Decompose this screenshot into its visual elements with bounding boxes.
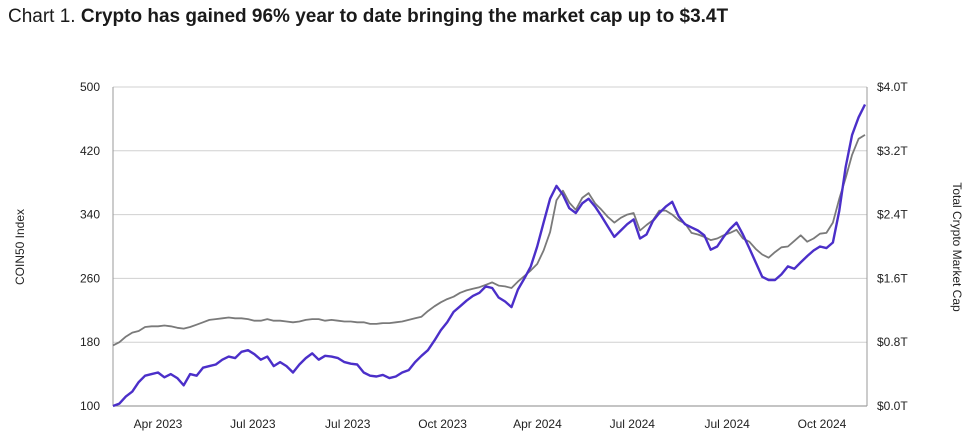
chart-title-prefix: Chart 1. (8, 6, 76, 27)
gridlines (112, 86, 868, 407)
x-tick-label: Jul 2024 (704, 417, 750, 431)
left-tick-label: 340 (80, 208, 100, 222)
left-axis-title: COIN50 Index (13, 209, 27, 285)
market-cap-line (112, 134, 866, 347)
chart-headline: Crypto has gained 96% year to date bring… (80, 6, 729, 27)
x-tick-label: Jul 2023 (230, 417, 276, 431)
right-tick-label: $4.0T (877, 80, 908, 94)
x-tick-label: Jul 2024 (610, 417, 656, 431)
right-tick-label: $1.6T (877, 271, 908, 285)
left-tick-label: 100 (80, 399, 100, 413)
right-axis-ticks: $0.0T $0.8T $1.6T $2.4T $3.2T $4.0T (877, 80, 908, 413)
left-axis-ticks: 100 180 260 340 420 500 (80, 80, 100, 413)
right-tick-label: $0.0T (877, 399, 908, 413)
x-tick-label: Apr 2023 (134, 417, 183, 431)
left-tick-label: 500 (80, 80, 100, 94)
left-tick-label: 260 (80, 271, 100, 285)
x-tick-label: Apr 2024 (513, 417, 562, 431)
x-tick-label: Oct 2024 (798, 417, 847, 431)
left-tick-label: 180 (80, 335, 100, 349)
chart-title: Chart 1. Crypto has gained 96% year to d… (8, 6, 728, 28)
coin50-index-line (112, 103, 867, 408)
series-lines (112, 103, 867, 408)
x-tick-label: Jul 2023 (325, 417, 371, 431)
x-tick-label: Oct 2023 (418, 417, 467, 431)
left-tick-label: 420 (80, 144, 100, 158)
right-tick-label: $0.8T (877, 335, 908, 349)
right-axis-title: Total Crypto Market Cap (950, 182, 964, 312)
x-axis-ticks: Apr 2023 Jul 2023 Jul 2023 Oct 2023 Apr 2024… (134, 417, 847, 431)
right-tick-label: $2.4T (877, 208, 908, 222)
right-tick-label: $3.2T (877, 144, 908, 158)
